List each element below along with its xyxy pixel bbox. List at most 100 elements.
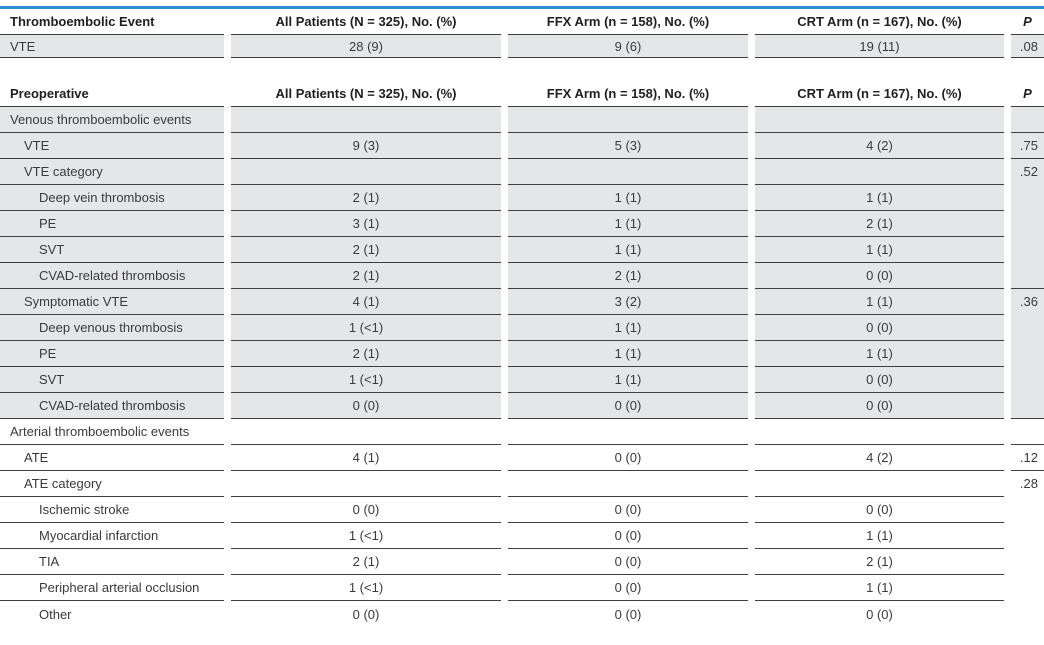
cell-all-patients: 2 (1): [231, 237, 501, 263]
cell-ffx: 1 (1): [508, 341, 748, 367]
column-header-all-patients: All Patients (N = 325), No. (%): [231, 9, 501, 35]
table-row: SVT 1 (<1) 1 (1) 0 (0): [0, 367, 1044, 393]
cell-all-patients: 0 (0): [231, 497, 501, 523]
cell-ffx: 0 (0): [508, 575, 748, 601]
row-label: CVAD-related thrombosis: [0, 263, 224, 289]
preoperative-table-wrapper: Preoperative All Patients (N = 325), No.…: [0, 80, 1044, 627]
cell-p-value: .52: [1011, 159, 1044, 289]
cell-p-value: .36: [1011, 289, 1044, 419]
cell-ffx: 1 (1): [508, 367, 748, 393]
column-header-ffx-arm: FFX Arm (n = 158), No. (%): [508, 9, 748, 35]
table-row: Deep venous thrombosis 1 (<1) 1 (1) 0 (0…: [0, 315, 1044, 341]
row-label: TIA: [0, 549, 224, 575]
cell-crt: 1 (1): [755, 289, 1004, 315]
cell-all-patients: 2 (1): [231, 341, 501, 367]
cell-all-patients: 1 (<1): [231, 575, 501, 601]
cell-crt: 19 (11): [755, 35, 1004, 58]
cell-crt: [755, 107, 1004, 133]
row-label: CVAD-related thrombosis: [0, 393, 224, 419]
cell-p-value: [1011, 107, 1044, 133]
column-header-crt-arm: CRT Arm (n = 167), No. (%): [755, 80, 1004, 107]
table-row: VTE 28 (9) 9 (6) 19 (11) .08: [0, 35, 1044, 58]
row-label: SVT: [0, 367, 224, 393]
table-row: CVAD-related thrombosis 2 (1) 2 (1) 0 (0…: [0, 263, 1044, 289]
cell-ffx: 0 (0): [508, 523, 748, 549]
table-row: Ischemic stroke 0 (0) 0 (0) 0 (0): [0, 497, 1044, 523]
cell-ffx: 1 (1): [508, 211, 748, 237]
column-header-p-value: P: [1011, 9, 1044, 35]
cell-crt: 4 (2): [755, 133, 1004, 159]
table-row: ATE category .28: [0, 471, 1044, 497]
table-row: Deep vein thrombosis 2 (1) 1 (1) 1 (1): [0, 185, 1044, 211]
cell-ffx: [508, 107, 748, 133]
cell-ffx: [508, 471, 748, 497]
table-row: PE 3 (1) 1 (1) 2 (1): [0, 211, 1044, 237]
cell-ffx: 5 (3): [508, 133, 748, 159]
table-row: PE 2 (1) 1 (1) 1 (1): [0, 341, 1044, 367]
cell-ffx: 9 (6): [508, 35, 748, 58]
row-label: Peripheral arterial occlusion: [0, 575, 224, 601]
table-gap: [0, 58, 1044, 80]
preoperative-table: Preoperative All Patients (N = 325), No.…: [0, 80, 1044, 627]
cell-all-patients: [231, 419, 501, 445]
cell-crt: [755, 471, 1004, 497]
cell-all-patients: 3 (1): [231, 211, 501, 237]
row-label: VTE category: [0, 159, 224, 185]
column-header-event: Thromboembolic Event: [0, 9, 224, 35]
column-header-p-value: P: [1011, 80, 1044, 107]
cell-all-patients: 2 (1): [231, 549, 501, 575]
cell-p-value: [1011, 419, 1044, 445]
table-row: Symptomatic VTE 4 (1) 3 (2) 1 (1) .36: [0, 289, 1044, 419]
header-row: Preoperative All Patients (N = 325), No.…: [0, 80, 1044, 107]
row-label: Ischemic stroke: [0, 497, 224, 523]
cell-ffx: 3 (2): [508, 289, 748, 315]
cell-all-patients: 0 (0): [352, 606, 380, 622]
summary-table-wrapper: Thromboembolic Event All Patients (N = 3…: [0, 6, 1044, 58]
cell-crt: 0 (0): [755, 497, 1004, 523]
cell-ffx: 2 (1): [508, 263, 748, 289]
cell-crt: [755, 159, 1004, 185]
row-label: Other: [39, 606, 72, 622]
row-label: ATE: [0, 445, 224, 471]
cell-crt: 0 (0): [755, 315, 1004, 341]
cell-crt: 1 (1): [755, 185, 1004, 211]
cell-all-patients: [231, 107, 501, 133]
row-label: VTE: [0, 35, 224, 58]
cell-all-patients: 4 (1): [231, 445, 501, 471]
table-row: Other 0 (0) 0 (0) 0 (0): [0, 601, 1044, 627]
cell-all-patients: 9 (3): [231, 133, 501, 159]
table-row: Myocardial infarction 1 (<1) 0 (0) 1 (1): [0, 523, 1044, 549]
row-label: PE: [0, 211, 224, 237]
row-label: Deep venous thrombosis: [0, 315, 224, 341]
cell-ffx: 1 (1): [508, 315, 748, 341]
page: Thromboembolic Event All Patients (N = 3…: [0, 6, 1044, 627]
cell-ffx: [508, 419, 748, 445]
table-row: Peripheral arterial occlusion 1 (<1) 0 (…: [0, 575, 1044, 601]
column-header-ffx-arm: FFX Arm (n = 158), No. (%): [508, 80, 748, 107]
section-label: Arterial thromboembolic events: [0, 419, 224, 445]
cell-crt: 0 (0): [866, 606, 893, 622]
cell-all-patients: 2 (1): [231, 263, 501, 289]
cell-crt: 1 (1): [755, 575, 1004, 601]
cell-crt: 4 (2): [755, 445, 1004, 471]
cell-all-patients: 0 (0): [231, 393, 501, 419]
cell-crt: 0 (0): [755, 367, 1004, 393]
table-row: CVAD-related thrombosis 0 (0) 0 (0) 0 (0…: [0, 393, 1044, 419]
section-label: Venous thromboembolic events: [0, 107, 224, 133]
cell-ffx: 0 (0): [508, 549, 748, 575]
cell-p-value: .08: [1011, 35, 1044, 58]
cell-crt: 0 (0): [755, 393, 1004, 419]
cell-all-patients: 1 (<1): [231, 315, 501, 341]
cell-ffx: 0 (0): [508, 393, 748, 419]
cell-ffx: 1 (1): [508, 237, 748, 263]
cell-all-patients: [231, 159, 501, 185]
cell-p-value: .12: [1011, 445, 1044, 471]
column-header-crt-arm: CRT Arm (n = 167), No. (%): [755, 9, 1004, 35]
cell-all-patients: [231, 471, 501, 497]
cell-all-patients: 1 (<1): [231, 523, 501, 549]
table-row: ATE 4 (1) 0 (0) 4 (2) .12: [0, 445, 1044, 471]
cell-all-patients: 2 (1): [231, 185, 501, 211]
table-row: VTE category .52: [0, 159, 1044, 289]
column-header-preoperative: Preoperative: [0, 80, 224, 107]
row-label: SVT: [0, 237, 224, 263]
